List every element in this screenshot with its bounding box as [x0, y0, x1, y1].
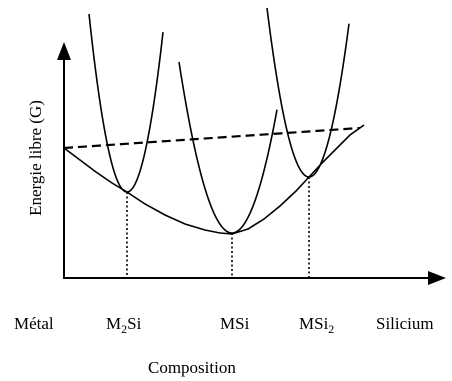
parabola-msi2-curve [266, 7, 350, 178]
x-axis-label: Composition [148, 358, 236, 377]
y-axis-label: Energie libre (G) [26, 100, 45, 216]
x-tick-msi2: MSi2 [299, 314, 335, 336]
parabola-m2si-curve [88, 13, 164, 193]
x-axis-arrowhead [428, 271, 446, 285]
x-tick-m2si: M2Si [106, 314, 142, 336]
x-tick-msi: MSi [220, 314, 250, 333]
y-axis-arrowhead [57, 42, 71, 60]
parabola-msi-curve [178, 61, 278, 234]
x-tick-metal: Métal [14, 314, 54, 333]
x-tick-silicium: Silicium [376, 314, 434, 333]
dashed-reference-line [63, 126, 361, 150]
lower-envelope-curve [63, 124, 365, 235]
